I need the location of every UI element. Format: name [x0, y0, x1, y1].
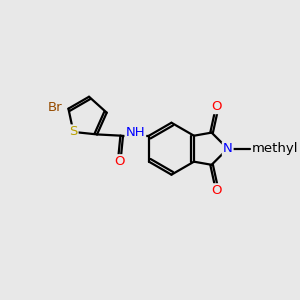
Text: S: S: [69, 125, 78, 138]
Text: O: O: [114, 155, 125, 168]
Text: Br: Br: [48, 101, 63, 114]
Text: O: O: [211, 184, 221, 197]
Text: O: O: [211, 100, 221, 113]
Text: methyl: methyl: [252, 142, 298, 155]
Text: N: N: [223, 142, 232, 155]
Text: NH: NH: [125, 126, 145, 139]
